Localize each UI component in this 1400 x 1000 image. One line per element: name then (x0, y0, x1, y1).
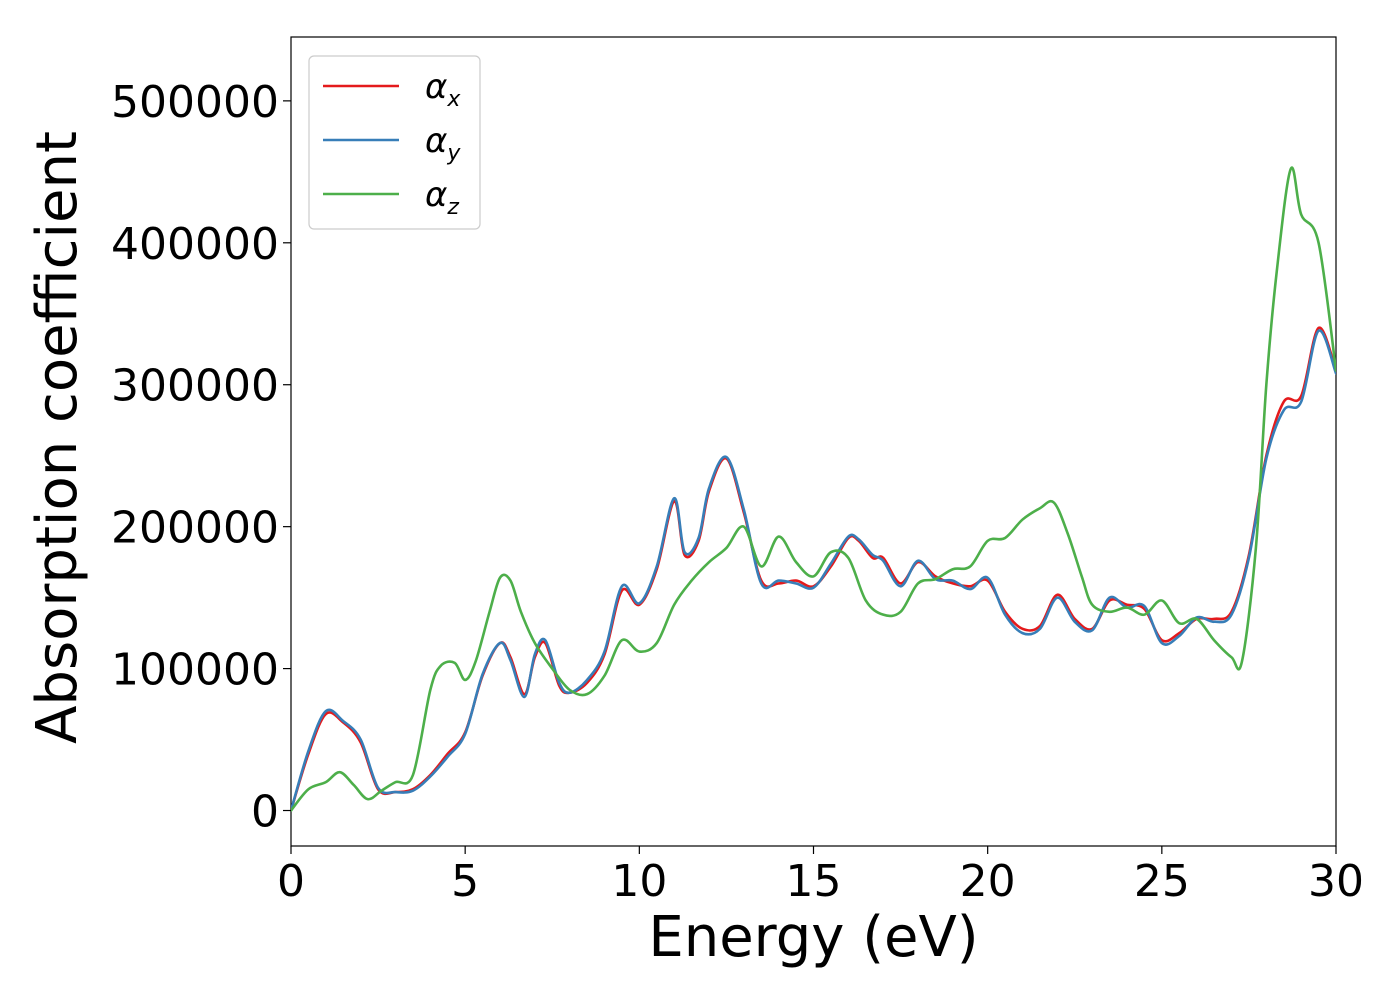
x-tick-label: 5 (451, 856, 479, 907)
y-tick-label: 500000 (111, 77, 279, 128)
y-tick-label: 200000 (111, 503, 279, 554)
y-tick-label: 100000 (111, 645, 279, 696)
y-tick-label: 0 (251, 787, 279, 838)
legend-label-z: αz (425, 175, 459, 220)
x-axis-title: Energy (eV) (648, 905, 978, 970)
series-line-z (291, 166, 1336, 812)
x-tick-label: 10 (611, 856, 667, 907)
y-tick-label: 300000 (111, 361, 279, 412)
x-tick-label: 20 (960, 856, 1016, 907)
legend-label-x: αx (425, 67, 461, 112)
series-line-y (291, 329, 1336, 812)
y-tick-label: 400000 (111, 219, 279, 270)
x-axis: 0 5 10 15 20 25 30 (277, 846, 1364, 907)
legend-box (308, 55, 481, 230)
x-tick-label: 25 (1134, 856, 1190, 907)
legend: αx αy αz (308, 55, 481, 230)
x-tick-label: 30 (1308, 856, 1364, 907)
series-layer (291, 166, 1336, 812)
y-axis: 0 100000 200000 300000 400000 500000 (111, 77, 291, 838)
x-tick-label: 15 (786, 856, 842, 907)
x-tick-label: 0 (277, 856, 305, 907)
y-axis-title: Absorption coefficient (25, 131, 90, 744)
legend-label-y: αy (425, 121, 461, 166)
